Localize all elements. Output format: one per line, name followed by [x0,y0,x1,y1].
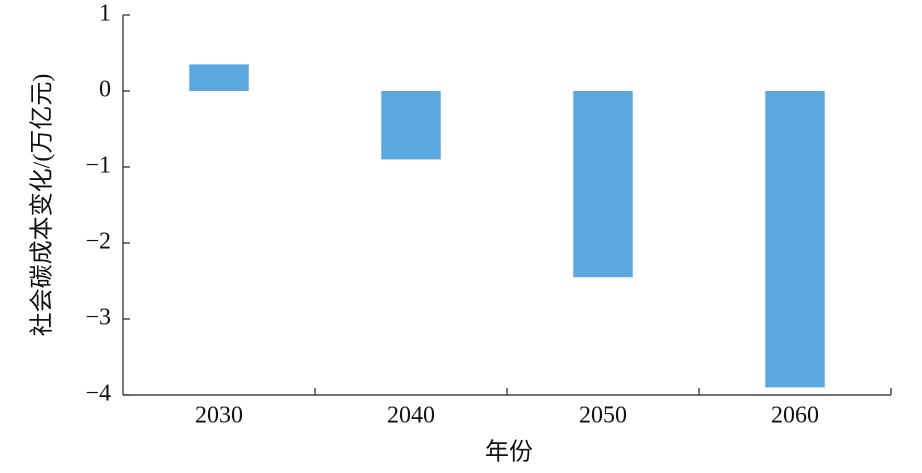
x-tick-label: 2050 [579,403,627,429]
x-axis-label: 年份 [485,439,533,466]
x-tick-label: 2060 [771,403,819,429]
y-tick-label: −1 [85,153,111,179]
y-tick-label: 1 [99,1,111,27]
y-tick-label: −2 [85,229,111,255]
bar [381,91,441,160]
y-axis-label: 社会碳成本变化/(万亿元) [29,74,56,337]
bar [189,64,249,91]
bar [765,91,825,388]
y-tick-label: 0 [99,77,111,103]
y-tick-label: −3 [85,305,111,331]
x-tick-label: 2030 [195,403,243,429]
x-tick-label: 2040 [387,403,435,429]
y-tick-label: −4 [85,381,111,407]
bar [573,91,633,278]
